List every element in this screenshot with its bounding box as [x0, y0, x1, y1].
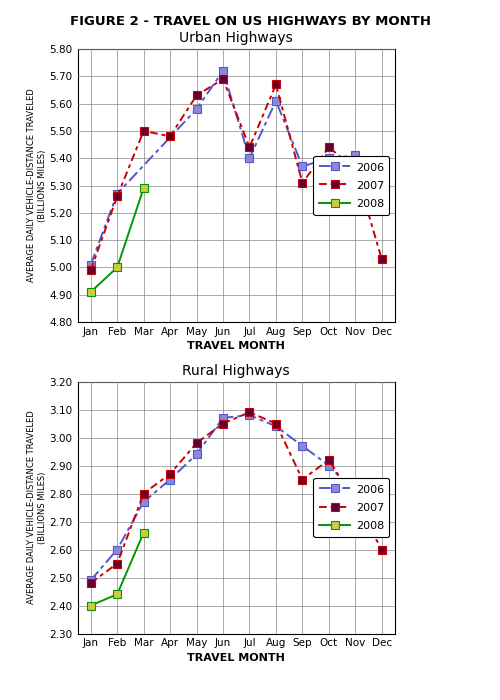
2006	[194, 105, 200, 113]
2008	[88, 288, 94, 296]
2007	[194, 439, 200, 447]
Line: 2008: 2008	[86, 528, 148, 610]
X-axis label: TRAVEL MONTH: TRAVEL MONTH	[188, 341, 285, 351]
X-axis label: TRAVEL MONTH: TRAVEL MONTH	[188, 652, 285, 662]
2008	[140, 528, 146, 537]
2006	[88, 260, 94, 269]
2006	[273, 97, 279, 105]
2007	[167, 470, 173, 478]
2007	[326, 456, 332, 464]
2006	[194, 450, 200, 459]
Line: 2006: 2006	[86, 66, 386, 269]
2006	[379, 197, 385, 206]
Y-axis label: AVERAGE DAILY VEHICLE-DISTANCE TRAVELED
(BILLIONS MILES): AVERAGE DAILY VEHICLE-DISTANCE TRAVELED …	[28, 89, 46, 282]
2008	[88, 601, 94, 610]
2006	[140, 498, 146, 506]
2006	[114, 545, 120, 554]
2007	[114, 559, 120, 568]
2006	[88, 576, 94, 584]
2006	[300, 162, 306, 171]
Title: Rural Highways: Rural Highways	[182, 363, 290, 377]
2007	[352, 498, 358, 506]
2006	[220, 414, 226, 422]
2006	[273, 422, 279, 430]
2006	[352, 489, 358, 498]
2007	[246, 143, 252, 151]
2006	[352, 151, 358, 160]
2007	[140, 127, 146, 135]
2006	[326, 154, 332, 162]
2007	[220, 75, 226, 83]
Line: 2007: 2007	[86, 408, 386, 587]
2006	[379, 509, 385, 517]
2007	[326, 143, 332, 151]
2008	[114, 263, 120, 272]
2006	[326, 461, 332, 470]
Legend: 2006, 2007, 2008: 2006, 2007, 2008	[314, 156, 390, 215]
2007	[273, 419, 279, 428]
2007	[220, 419, 226, 428]
2007	[167, 132, 173, 141]
2006	[220, 66, 226, 75]
2006	[246, 411, 252, 419]
Y-axis label: AVERAGE DAILY VEHICLE-DISTANCE TRAVELED
(BILLIONS MILES): AVERAGE DAILY VEHICLE-DISTANCE TRAVELED …	[28, 411, 46, 604]
2007	[194, 91, 200, 99]
2008	[140, 184, 146, 192]
2006	[246, 154, 252, 162]
2006	[167, 475, 173, 484]
Line: 2007: 2007	[86, 75, 386, 274]
2007	[246, 408, 252, 416]
Line: 2008: 2008	[86, 184, 148, 296]
Legend: 2006, 2007, 2008: 2006, 2007, 2008	[314, 478, 390, 537]
Text: FIGURE 2 - TRAVEL ON US HIGHWAYS BY MONTH: FIGURE 2 - TRAVEL ON US HIGHWAYS BY MONT…	[70, 15, 430, 29]
2007	[273, 80, 279, 89]
2007	[140, 489, 146, 498]
2008	[114, 590, 120, 598]
2007	[300, 178, 306, 187]
Title: Urban Highways: Urban Highways	[180, 31, 293, 45]
2007	[379, 545, 385, 554]
Line: 2006: 2006	[86, 411, 386, 584]
2006	[300, 442, 306, 450]
2007	[88, 579, 94, 587]
2007	[300, 475, 306, 484]
2007	[88, 266, 94, 274]
2007	[352, 165, 358, 174]
2007	[114, 193, 120, 201]
2007	[379, 255, 385, 263]
2006	[114, 190, 120, 198]
